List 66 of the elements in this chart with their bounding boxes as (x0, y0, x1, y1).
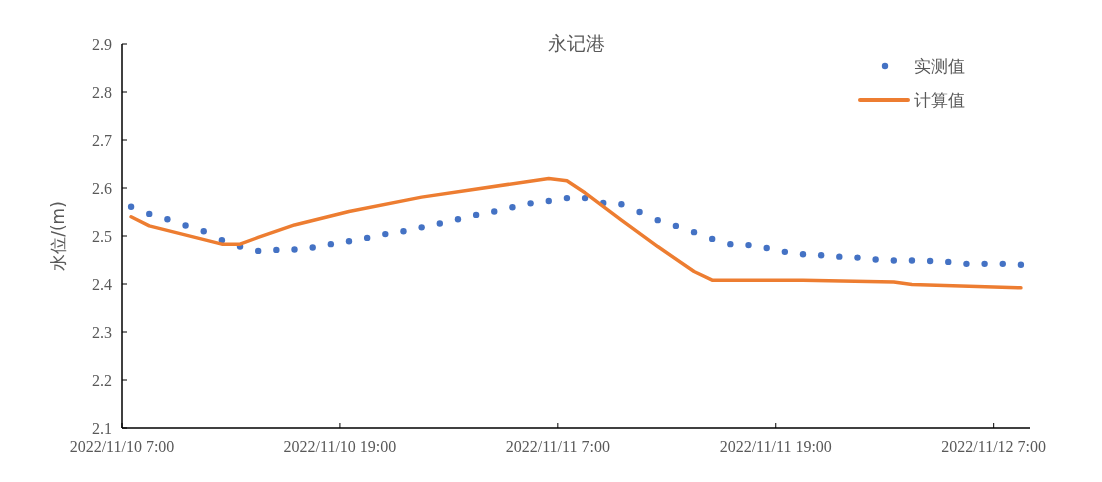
point (472, 211, 480, 219)
point (654, 216, 661, 224)
y-tick-label: 2.3 (92, 323, 112, 341)
chart-title: 永记港 (547, 32, 605, 54)
point (999, 260, 1006, 268)
point (618, 201, 625, 208)
x-tick-label: 2022/11/10 19:00 (283, 438, 397, 455)
point (836, 253, 843, 260)
point (945, 258, 952, 266)
point (545, 197, 552, 205)
point (872, 256, 879, 263)
point (491, 208, 498, 215)
point (963, 260, 970, 268)
point (581, 194, 589, 202)
point (799, 251, 807, 258)
point (182, 222, 189, 229)
y-tick-label: 2.6 (92, 179, 112, 197)
point (309, 244, 316, 251)
point (255, 247, 262, 255)
point (345, 238, 353, 245)
point (745, 241, 752, 249)
y-tick-label: 2.1 (92, 419, 112, 437)
y-tick-label: 2.9 (92, 35, 112, 53)
point (781, 248, 789, 256)
point (363, 234, 371, 242)
point (400, 228, 407, 235)
point (908, 257, 916, 264)
x-tick-label: 2022/11/12 7:00 (941, 438, 1047, 455)
point (200, 228, 207, 235)
point (436, 220, 443, 227)
point (690, 228, 698, 236)
point (164, 216, 171, 223)
point (509, 204, 516, 211)
y-axis-title: 水位/(m) (48, 201, 68, 271)
point (727, 240, 734, 248)
point (382, 230, 389, 238)
point (926, 257, 934, 265)
point (672, 222, 680, 230)
y-tick-label: 2.7 (92, 131, 112, 149)
x-tick-label: 2022/11/11 19:00 (719, 438, 832, 455)
point (981, 260, 988, 268)
point (636, 208, 643, 216)
point (527, 200, 534, 207)
point (709, 235, 716, 243)
point (763, 244, 770, 252)
y-tick-label: 2.4 (92, 275, 112, 293)
point (291, 246, 298, 253)
legend-label: 实测值 (914, 55, 965, 76)
y-tick-label: 2.5 (92, 227, 112, 245)
point (817, 252, 825, 259)
point (418, 224, 425, 231)
point (563, 194, 571, 202)
x-tick-label: 2022/11/11 7:00 (505, 438, 610, 455)
point (127, 203, 135, 210)
point (1017, 261, 1025, 268)
y-tick-label: 2.8 (92, 83, 112, 101)
point (854, 254, 861, 261)
point (454, 216, 462, 223)
point (273, 246, 280, 254)
x-tick-label: 2022/11/10 7:00 (69, 438, 175, 455)
point (146, 210, 153, 218)
line-series (129, 176, 1023, 290)
point (327, 240, 335, 248)
point (890, 257, 897, 264)
legend-label: 计算值 (914, 89, 965, 110)
y-tick-label: 2.2 (92, 371, 112, 389)
